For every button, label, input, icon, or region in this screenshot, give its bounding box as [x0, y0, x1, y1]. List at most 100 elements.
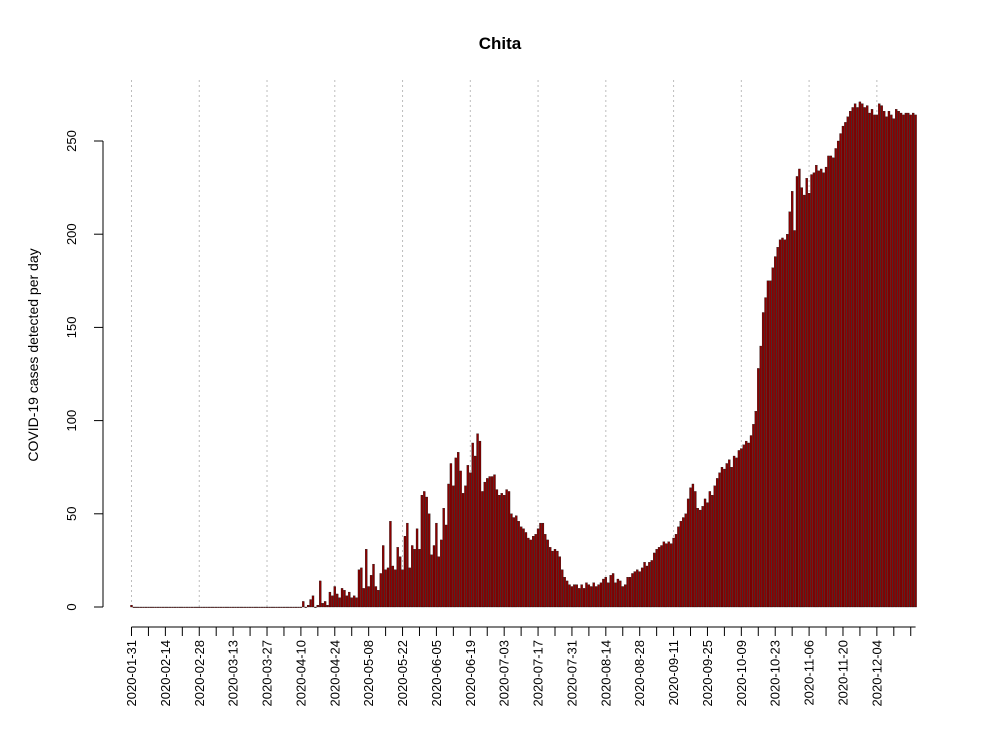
bar [164, 606, 167, 608]
bar [807, 193, 811, 608]
bar [314, 606, 317, 608]
bar [696, 508, 699, 608]
bar [650, 560, 653, 608]
bar [766, 280, 770, 608]
bar [394, 569, 397, 608]
bar [539, 522, 542, 608]
bar [703, 498, 707, 608]
bar [413, 549, 416, 608]
bar [783, 239, 787, 608]
bar [510, 513, 513, 608]
bar [723, 468, 726, 608]
bar [532, 536, 535, 608]
bar [319, 580, 322, 608]
bar [488, 476, 491, 608]
bar [365, 549, 368, 608]
bar [505, 489, 508, 608]
chart-title: Chita [479, 34, 522, 53]
bar [810, 174, 813, 608]
bar [391, 565, 395, 608]
bar [788, 211, 791, 608]
x-tick-label: 2020-11-06 [802, 640, 817, 706]
bar [863, 107, 866, 608]
bar [251, 606, 254, 608]
bar [338, 597, 341, 608]
bar [466, 465, 470, 608]
bar [500, 493, 503, 608]
bar [299, 606, 303, 608]
x-axis: 2020-01-31 2020-02-14 2020-02-28 2020-03-13… [124, 626, 916, 707]
bar [427, 513, 431, 608]
bar [418, 549, 421, 608]
bar [222, 606, 225, 608]
bar [631, 573, 634, 608]
bar [270, 606, 274, 608]
bar [389, 521, 392, 608]
bar [643, 562, 646, 608]
bar [614, 582, 617, 608]
bar [476, 433, 479, 608]
bar [449, 463, 453, 608]
bar [348, 591, 351, 608]
bar [217, 606, 220, 608]
bar [277, 606, 281, 608]
bar [362, 588, 365, 608]
bar [706, 502, 709, 608]
bar [169, 606, 172, 608]
bar [568, 584, 571, 608]
bar [682, 517, 685, 608]
bar [853, 103, 857, 608]
bar [517, 521, 520, 608]
bar [846, 116, 849, 608]
bar [578, 588, 581, 608]
bar [907, 112, 910, 608]
bar [483, 481, 486, 608]
bar [594, 586, 598, 608]
bar [534, 534, 537, 608]
bar [486, 478, 489, 608]
bar [512, 517, 516, 608]
bar [800, 187, 804, 608]
bar [628, 577, 632, 608]
bar [522, 528, 525, 608]
bar [914, 114, 917, 608]
bar [563, 577, 566, 608]
bar [309, 599, 312, 608]
bar [256, 606, 259, 608]
bar [253, 606, 257, 608]
bar [135, 606, 138, 608]
bar [645, 565, 649, 608]
x-tick-label: 2020-10-09 [734, 640, 749, 707]
bar [640, 567, 644, 608]
bar [384, 569, 387, 608]
bar [624, 584, 627, 608]
bar [638, 571, 641, 608]
bar [345, 595, 349, 608]
bar [294, 606, 298, 608]
bar [657, 547, 661, 608]
bar [258, 606, 261, 608]
bar [137, 606, 140, 608]
bar [473, 455, 477, 608]
bar [333, 586, 336, 608]
bar [546, 539, 549, 608]
bar [415, 528, 419, 608]
bar [360, 567, 363, 608]
x-tick-label: 2020-04-10 [293, 640, 308, 707]
bar [495, 489, 499, 608]
bar [851, 107, 854, 608]
bar [662, 541, 666, 608]
bar [745, 440, 748, 608]
bar [343, 590, 346, 608]
y-tick-label: 50 [64, 507, 79, 521]
bar [350, 597, 353, 608]
bar [355, 597, 358, 608]
bar [321, 603, 324, 608]
bar [147, 606, 150, 608]
x-tick-label: 2020-07-31 [564, 640, 579, 707]
bar [503, 495, 506, 608]
bar [173, 606, 177, 608]
bar [701, 506, 704, 608]
bar [573, 584, 576, 608]
bar [781, 237, 784, 608]
